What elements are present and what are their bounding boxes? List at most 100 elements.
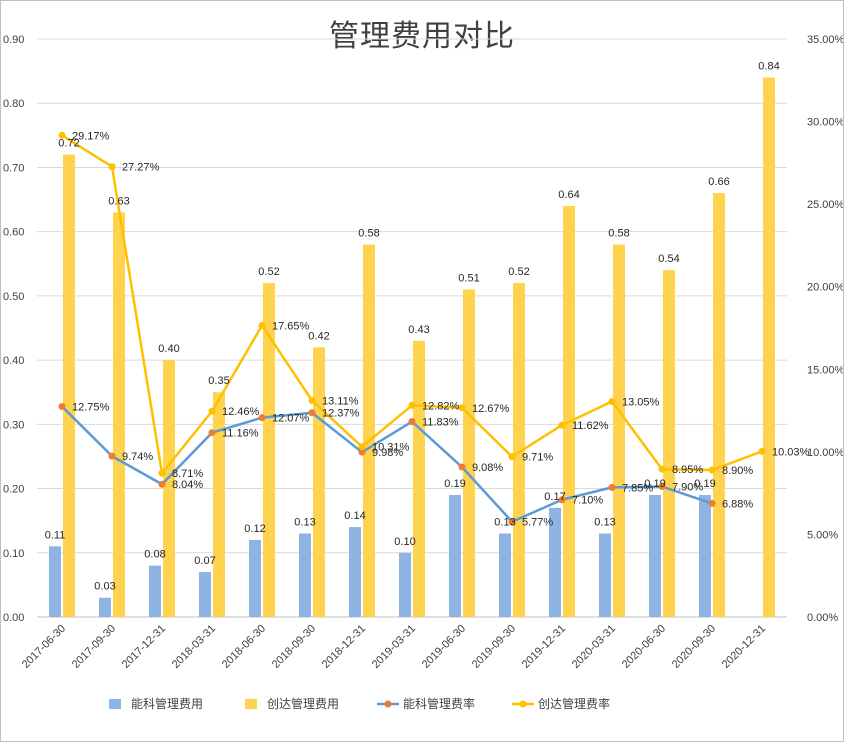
bar-data-label: 0.17: [544, 491, 565, 503]
bar: [349, 527, 361, 617]
line-marker: [358, 448, 366, 456]
x-tick-label: 2019-12-31: [520, 623, 568, 671]
bar-data-label: 0.07: [194, 555, 215, 567]
x-tick-label: 2018-09-30: [270, 623, 318, 671]
bar: [49, 546, 61, 617]
line-data-label: 17.65%: [272, 321, 310, 333]
y-left-tick-label: 0.00: [3, 612, 24, 624]
bar: [699, 494, 711, 617]
line-data-label: 13.11%: [322, 395, 359, 407]
x-tick-label: 2019-09-30: [470, 623, 518, 671]
line-marker: [708, 499, 716, 507]
bar: [63, 154, 75, 617]
line-marker: [658, 483, 666, 491]
bar-data-label: 0.84: [758, 61, 779, 73]
line-data-label: 8.04%: [172, 479, 203, 491]
y-right-tick-label: 0.00%: [807, 612, 838, 624]
bar: [113, 212, 125, 617]
bar-data-label: 0.58: [358, 228, 379, 240]
legend-label: 创达管理费用: [267, 696, 339, 711]
bar-data-label: 0.19: [694, 478, 715, 490]
line-marker: [158, 480, 166, 488]
line-data-label: 11.83%: [422, 417, 459, 429]
line-data-label: 12.07%: [272, 413, 310, 425]
line-marker: [258, 322, 266, 330]
y-left-tick-label: 0.70: [3, 162, 24, 174]
series-line: [61, 405, 713, 523]
line-marker: [258, 414, 266, 422]
bar-data-label: 0.19: [444, 478, 465, 490]
legend-swatch: [245, 699, 257, 709]
legend-marker: [519, 700, 527, 708]
line-data-label: 8.95%: [672, 464, 703, 476]
bar-data-label: 0.42: [308, 330, 329, 342]
y-left-tick-label: 0.40: [3, 355, 24, 367]
bar-data-label: 0.10: [394, 536, 415, 548]
y-left-tick-label: 0.30: [3, 419, 24, 431]
bar: [563, 205, 575, 617]
bar-data-label: 0.58: [608, 228, 629, 240]
bar: [263, 283, 275, 617]
line-marker: [758, 447, 766, 455]
line-data-label: 12.82%: [422, 400, 460, 412]
bar-data-label: 0.51: [458, 272, 479, 284]
line-marker: [408, 401, 416, 409]
legend-marker: [384, 700, 392, 708]
line-data-label: 9.08%: [472, 462, 503, 474]
bar-data-label: 0.03: [94, 581, 115, 593]
bar: [463, 289, 475, 617]
x-tick-label: 2019-03-31: [370, 623, 418, 671]
bar-data-label: 0.11: [45, 529, 66, 541]
bar-data-label: 0.64: [558, 189, 579, 201]
y-left-tick-label: 0.90: [3, 34, 24, 46]
line-marker: [108, 452, 116, 460]
line-data-label: 29.17%: [72, 130, 110, 142]
x-tick-label: 2020-06-30: [620, 623, 668, 671]
line-data-label: 11.16%: [222, 428, 259, 440]
legend-swatch: [109, 699, 121, 709]
line-marker: [708, 466, 716, 474]
y-left-tick-label: 0.60: [3, 227, 24, 239]
line-data-label: 7.10%: [572, 495, 603, 507]
bar-data-label: 0.14: [344, 510, 365, 522]
bar: [413, 340, 425, 617]
y-right-tick-label: 35.00%: [807, 34, 843, 46]
bar-data-label: 0.12: [244, 523, 265, 535]
line-marker: [458, 404, 466, 412]
line-data-label: 8.90%: [722, 465, 753, 477]
bar: [363, 244, 375, 617]
line-data-label: 7.85%: [622, 482, 653, 494]
line-marker: [358, 443, 366, 451]
bar-data-label: 0.52: [258, 266, 279, 278]
y-right-tick-label: 20.00%: [807, 282, 843, 294]
line-data-label: 7.90%: [672, 482, 703, 494]
bar: [499, 533, 511, 617]
line-data-label: 8.71%: [172, 468, 203, 480]
bar: [449, 494, 461, 617]
bar: [599, 533, 611, 617]
line-marker: [508, 453, 516, 461]
line-marker: [58, 131, 66, 139]
y-right-tick-label: 10.00%: [807, 447, 843, 459]
bar-data-label: 0.35: [208, 375, 229, 387]
bar: [549, 507, 561, 617]
line-marker: [308, 409, 316, 417]
line-marker: [558, 421, 566, 429]
line-marker: [658, 465, 666, 473]
bar-data-label: 0.19: [644, 478, 665, 490]
line-marker: [608, 397, 616, 405]
bar: [649, 494, 661, 617]
legend-label: 创达管理费率: [538, 696, 610, 711]
line-data-label: 12.37%: [322, 408, 360, 420]
x-tick-label: 2018-12-31: [320, 623, 368, 671]
line-marker: [458, 463, 466, 471]
bar: [299, 533, 311, 617]
x-tick-label: 2017-06-30: [20, 623, 68, 671]
line-marker: [58, 402, 66, 410]
line-marker: [608, 483, 616, 491]
y-right-tick-label: 5.00%: [807, 529, 838, 541]
x-tick-label: 2020-03-31: [570, 623, 618, 671]
chart-title: 管理费用对比: [329, 19, 515, 54]
bar: [613, 244, 625, 617]
